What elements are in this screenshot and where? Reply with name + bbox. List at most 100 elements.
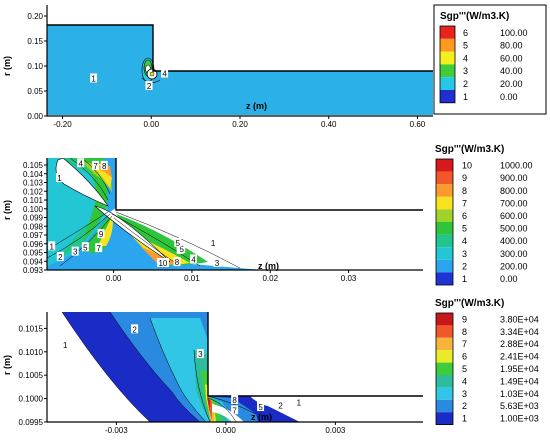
panel-1-legend-value: 0.00 bbox=[500, 92, 518, 102]
panel-2-y-tick-label: 0.097 bbox=[23, 231, 44, 240]
panel-3-contour-label-bg bbox=[277, 400, 285, 410]
panel-3-y-tick-label: 0.1005 bbox=[19, 371, 44, 380]
panel-3-contour-label: 7 bbox=[232, 406, 237, 415]
panel-2-xlabel: z (m) bbox=[258, 261, 279, 271]
panel-2-legend-value: 800.00 bbox=[500, 186, 528, 196]
panel-3-legend-swatch bbox=[436, 350, 453, 363]
panel-1-step-contours bbox=[141, 57, 161, 83]
panel-3-legend-level: 5 bbox=[462, 364, 467, 374]
panel-2-legend-swatch bbox=[436, 184, 453, 197]
panel-2-legend-level: 9 bbox=[462, 173, 467, 183]
panel-1-contour-label: 4 bbox=[162, 70, 167, 79]
panel-1-legend-swatch bbox=[440, 64, 455, 78]
panel-2-contour-label: 5 bbox=[83, 243, 88, 252]
panel-3-wall bbox=[207, 312, 423, 397]
panel-3-contour-label: 1 bbox=[297, 398, 302, 407]
panel-2-contour-labels: 4781123579108954531 bbox=[48, 158, 221, 268]
panel-3-legend-swatch bbox=[436, 375, 453, 388]
panel-2-legend-swatch bbox=[436, 259, 453, 273]
panel-2-contour-label-bg bbox=[209, 237, 217, 247]
panel-3-level-4 bbox=[194, 350, 228, 422]
panel-2-x-tick-label: 0.03 bbox=[341, 274, 357, 283]
panel-3-legend-value: 3.80E+04 bbox=[500, 314, 539, 324]
panel-2-legend-value: 500.00 bbox=[500, 224, 528, 234]
panel-3-white-patch bbox=[212, 404, 244, 422]
panel-3-legend-swatch bbox=[436, 362, 453, 375]
panel-2-legend-swatch bbox=[436, 222, 453, 235]
panel-1-y-tick-label: 0.00 bbox=[27, 112, 43, 121]
panel-2-legend-swatch bbox=[436, 171, 453, 185]
panel-2-contour-label-bg bbox=[156, 258, 169, 267]
panel-2-legend-items: 10 1000.00 9 900.00 8 800.00 7 700.00 6 600.00 5 50… bbox=[435, 158, 533, 286]
panel-2-contour-label: 1 bbox=[49, 242, 54, 251]
panel-2-contour-label: 7 bbox=[93, 162, 98, 171]
panel-2-legend-level: 8 bbox=[462, 186, 467, 196]
panel-2-y-tick-label: 0.103 bbox=[23, 179, 44, 188]
panel-2-legend-value: 600.00 bbox=[500, 211, 528, 221]
panel-2-legend-level: 3 bbox=[462, 249, 467, 259]
panel-3-x-ticks: -0.003 0.000 0.003 bbox=[105, 422, 346, 435]
panel-2-legend-level: 5 bbox=[462, 224, 467, 234]
panel-3-isolines bbox=[61, 312, 257, 422]
panel-2-contour-label: 10 bbox=[158, 259, 167, 268]
panel-3-legend-value: 5.63E+03 bbox=[500, 401, 539, 411]
panel-2-contour-label: 8 bbox=[102, 162, 107, 171]
panel-3-contour-label: 8 bbox=[232, 396, 237, 405]
panel-2-contour-label-bg bbox=[56, 173, 64, 183]
panel-2-y-tick-label: 0.104 bbox=[23, 170, 44, 179]
panel-1-ylabel: r (m) bbox=[2, 56, 12, 76]
panel-2-contour-label: 5 bbox=[176, 239, 181, 248]
panel-1-y-tick-label: 0.05 bbox=[27, 87, 43, 96]
panel-2-legend-swatch bbox=[436, 196, 453, 210]
panel-2-contour-label-bg bbox=[213, 258, 221, 267]
panel-3-contour-label-bg bbox=[61, 339, 69, 349]
panel-2-contour-label-bg bbox=[71, 246, 79, 256]
panel-3-legend-value: 1.00E+03 bbox=[500, 414, 539, 424]
panel-3-contour-label: 5 bbox=[258, 403, 263, 412]
panel-3-contour-label: 2 bbox=[278, 402, 283, 411]
panel-1-legend-value: 40.00 bbox=[500, 66, 523, 76]
panel-2-legend-level: 4 bbox=[462, 236, 467, 246]
panel-2-x-tick-label: 0.01 bbox=[184, 274, 200, 283]
panel-1-legend-swatch bbox=[440, 90, 455, 103]
panel-3-legend-swatch bbox=[436, 325, 453, 338]
panel-3-level-9 bbox=[207, 397, 210, 410]
panel-2-contour-label: 3 bbox=[215, 259, 220, 268]
panel-3-contour-label: 1 bbox=[63, 341, 68, 350]
panel-2-white-gap bbox=[94, 205, 171, 263]
panel-3-contour-label-bg bbox=[231, 395, 239, 404]
panel-1-y-tick-label: 0.20 bbox=[27, 12, 43, 21]
panel-3-level-8 bbox=[207, 397, 212, 420]
panel-1-x-tick-label: -0.20 bbox=[53, 120, 72, 129]
panel-2-contour-label-bg bbox=[77, 158, 85, 168]
panel-1-legend-bar-frame bbox=[439, 25, 456, 104]
panel-2-y-tick-label: 0.105 bbox=[23, 161, 44, 170]
panel-2-y-tick-label: 0.099 bbox=[23, 214, 44, 223]
panel-1-y-tick-label: 0.10 bbox=[27, 62, 43, 71]
panel-1-legend-swatch bbox=[440, 77, 455, 90]
panel-1-contour-labels: 1 2 4 bbox=[90, 68, 169, 91]
panel-1-contour-label-bg bbox=[145, 81, 153, 90]
panel-2-y-tick-label: 0.102 bbox=[23, 187, 44, 196]
panel-3-xlabel: z (m) bbox=[251, 412, 272, 422]
panel-2-contour-label-bg bbox=[97, 229, 105, 239]
panel-3-legend-value: 1.95E+04 bbox=[500, 364, 539, 374]
panel-2-y-tick-label: 0.098 bbox=[23, 222, 44, 231]
panel-2: 0.00 0.01 0.02 0.03 0.0930.0940.0950.0960.0… bbox=[2, 134, 548, 288]
panel-2-plot bbox=[47, 158, 262, 270]
panel-2-y-tick-label: 0.100 bbox=[23, 205, 44, 214]
panel-2-legend-swatch bbox=[436, 272, 453, 285]
panel-2-white-bulge bbox=[55, 158, 109, 207]
panel-2-contour-label-bg bbox=[48, 241, 56, 251]
panel-3-legend-level: 7 bbox=[462, 339, 467, 349]
panel-2-legend-level: 7 bbox=[462, 198, 467, 208]
panel-1-contour-label: 1 bbox=[91, 75, 96, 84]
panel-1-x-tick-label: 0.20 bbox=[232, 120, 248, 129]
panel-3-legend-swatch bbox=[436, 313, 453, 326]
panel-2-y-tick-label: 0.101 bbox=[23, 196, 44, 205]
panel-2-contour-label: 2 bbox=[58, 253, 63, 262]
panel-1-y-tick-label: 0.15 bbox=[27, 37, 43, 46]
panel-3-white-left bbox=[47, 312, 150, 422]
panel-3-contour-label-bg bbox=[295, 397, 303, 407]
panel-2-legend-value: 700.00 bbox=[500, 198, 528, 208]
